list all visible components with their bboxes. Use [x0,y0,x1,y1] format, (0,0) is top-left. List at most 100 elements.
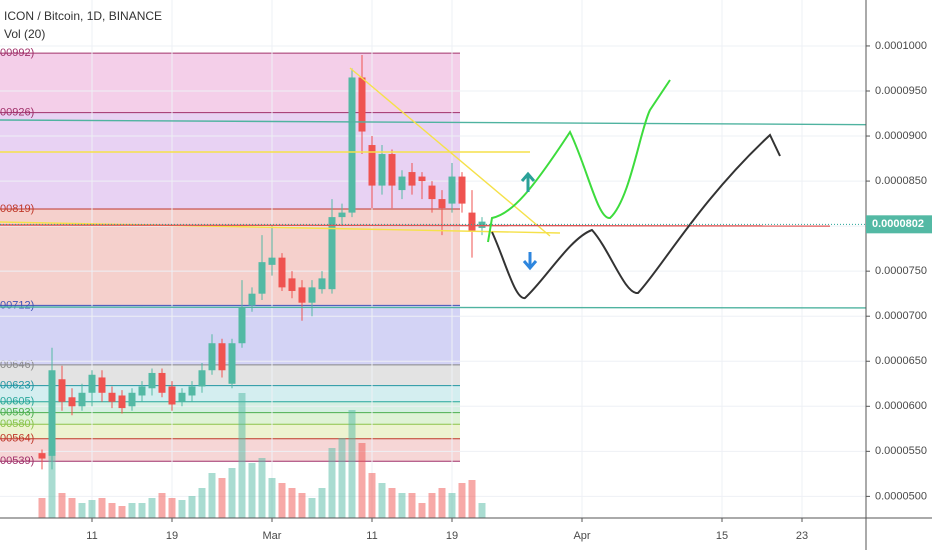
volume-bar [238,393,246,518]
time-axis-bg [0,518,932,550]
x-tick-label: 19 [446,530,458,542]
candle-body [368,145,376,186]
grid [0,0,866,518]
trend-line [349,67,551,237]
x-tick-label: Mar [263,530,282,542]
volume-bar [398,493,406,518]
fib-label: 00539) [0,455,34,467]
volume-bar [478,503,486,518]
volume-bar [138,503,146,518]
trend-line [0,224,831,227]
y-tick-label: 0.0000650 [875,355,927,367]
candle-body [388,154,396,186]
fib-zone [0,424,460,439]
volume-bar [268,478,276,518]
x-tick-label: 11 [86,530,97,542]
candle-body [468,212,476,231]
volume-bar [278,483,286,518]
volume-bar [378,483,386,518]
candle-body [128,392,136,407]
fib-label: 00712) [0,299,34,311]
volume-bar [218,478,226,518]
volume-bar [148,498,156,518]
chart-title: ICON / Bitcoin, 1D, BINANCE [4,9,162,23]
arrow-down [522,252,538,271]
arrow-up [520,171,536,192]
x-tick-label: 15 [716,530,728,542]
fib-label: 00623) [0,379,34,391]
y-tick-label: 0.0000600 [875,400,927,412]
volume-bar [58,493,66,518]
candle-body [478,221,486,228]
volume-bar [178,500,186,518]
candle-body [198,370,206,387]
volume-pane [38,393,486,518]
fib-zone [0,401,460,413]
volume-bar [458,483,466,518]
volume-bar [38,498,46,518]
candle-body [458,176,466,204]
y-tick-label: 0.0000750 [875,265,927,277]
fib-label: 00605) [0,396,34,408]
candle-body [278,257,286,288]
volume-bar [448,493,456,518]
volume-bar [308,498,316,518]
volume-bar [288,488,296,518]
volume-bar [188,496,196,518]
candle-body [438,199,446,209]
y-tick-label: 0.0000900 [875,130,927,142]
candle-body [228,343,236,384]
candle-body [148,372,156,389]
volume-bar [388,488,396,518]
y-tick-label: 0.0000550 [875,445,927,457]
candle-body [408,172,416,186]
candle-body [318,278,326,290]
y-tick-label: 0.0001000 [875,40,927,52]
volume-bar [48,443,56,518]
candle-body [98,377,106,393]
candle-body [378,154,386,186]
y-tick-label: 0.0000700 [875,310,927,322]
volume-bar [98,498,106,518]
candle-body [238,307,246,344]
volume-bar [428,493,436,518]
candle-body [308,287,316,303]
volume-bar [338,438,346,518]
fib-label: 00646) [0,359,34,371]
fib-label: 00580) [0,418,34,430]
x-tick-label: Apr [573,530,590,542]
candle-body [288,278,296,291]
volume-bar [208,473,216,518]
volume-bar [228,468,236,518]
x-tick-label: 11 [366,530,377,542]
projection-green [487,79,671,243]
volume-bar [368,473,376,518]
volume-bar [108,503,116,518]
volume-bar [358,443,366,518]
candle-body [348,77,356,213]
candle-body [68,397,76,407]
volume-label: Vol (20) [4,27,45,41]
volume-bar [328,448,336,518]
candle-body [298,287,306,303]
volume-bar [248,463,256,518]
volume-bar [198,488,206,518]
axes: 0.0000500 0.0000550 0.0000600 0.0000650 0.00… [0,40,932,542]
volume-bar [128,503,136,518]
last-price-box [866,215,932,234]
volume-bar [418,503,426,518]
y-tick-label: 0.0000850 [875,175,927,187]
volume-bar [408,493,416,518]
volume-bar [78,503,86,518]
fib-zone [0,53,460,113]
candle-body [38,453,46,459]
candle-body [178,392,186,402]
volume-bar [158,493,166,518]
volume-bar [438,488,446,518]
candle-body [158,372,166,393]
volume-bar [118,506,126,518]
x-tick-label: 23 [796,530,808,542]
volume-bar [318,488,326,518]
fib-label: 00819) [0,203,34,215]
